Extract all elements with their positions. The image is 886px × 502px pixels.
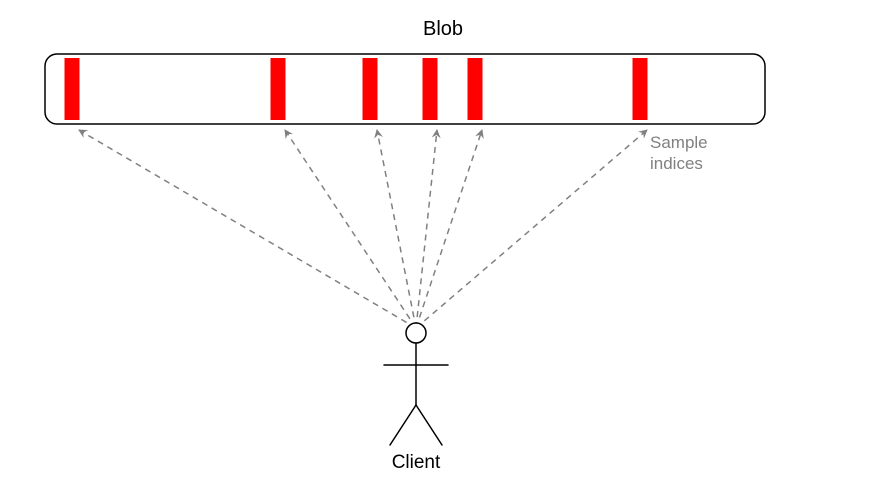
arrow-group (79, 130, 647, 328)
sample-bar (271, 58, 286, 120)
arrow-line (79, 130, 416, 328)
blob-title: Blob (0, 18, 886, 41)
sample-indices-label: Sample indices (650, 132, 708, 175)
diagram-svg (0, 0, 886, 502)
sample-bar (423, 58, 438, 120)
client-label: Client (366, 452, 466, 474)
blob-rect (45, 54, 765, 124)
sample-bar (468, 58, 483, 120)
sample-bar (363, 58, 378, 120)
arrow-line (416, 130, 437, 328)
sample-indices-label-line2: indices (650, 154, 703, 173)
client-figure (384, 323, 448, 445)
diagram-stage: Blob Sample indices Client (0, 0, 886, 502)
sample-bar (633, 58, 648, 120)
sample-bar (65, 58, 80, 120)
arrow-line (416, 130, 647, 328)
sample-indices-label-line1: Sample (650, 133, 708, 152)
